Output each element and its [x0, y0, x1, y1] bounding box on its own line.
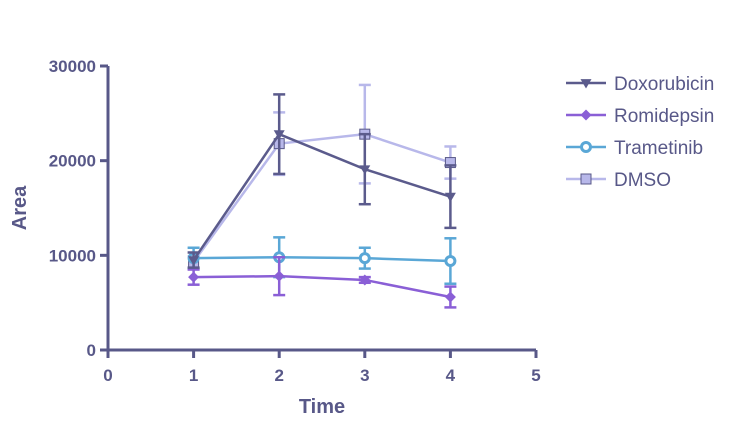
x-tick-label: 2: [274, 366, 283, 385]
data-point: [273, 270, 285, 282]
data-point: [273, 130, 285, 140]
axes: 0 1 2 3 4 5 0 10000 20000 30000: [49, 57, 541, 385]
legend-marker: [580, 79, 592, 89]
y-tick-label: 30000: [49, 57, 96, 76]
legend-marker: [580, 141, 592, 153]
x-tick-label: 1: [189, 366, 198, 385]
series-line: [193, 274, 451, 299]
x-tick-label: 3: [360, 366, 369, 385]
series-dmso: [187, 83, 457, 269]
legend-item: DMSO: [566, 170, 671, 191]
legend-label: Doxorubicin: [614, 74, 714, 95]
x-tick-label: 5: [531, 366, 540, 385]
y-tick-label: 20000: [49, 152, 96, 171]
data-point: [359, 274, 371, 286]
y-axis-title: Area: [9, 185, 31, 230]
series-line: [192, 132, 451, 263]
series-romidepsin: [187, 255, 457, 309]
series-line: [192, 132, 451, 261]
legend: Doxorubicin Romidepsin Trametinib DMSO: [566, 74, 714, 191]
legend-label: Trametinib: [614, 138, 703, 159]
legend-marker: [580, 109, 592, 121]
data-point: [444, 291, 456, 303]
legend-item: Doxorubicin: [566, 74, 714, 95]
y-tick-label: 10000: [49, 246, 96, 265]
legend-item: Trametinib: [566, 138, 703, 159]
legend-label: Romidepsin: [614, 106, 714, 127]
x-axis-title: Time: [299, 396, 345, 418]
x-tick-label: 0: [103, 366, 112, 385]
legend-label: DMSO: [614, 170, 671, 191]
legend-item: Romidepsin: [566, 106, 714, 127]
data-point: [359, 165, 371, 175]
y-tick-label: 0: [87, 341, 96, 360]
series-line: [193, 255, 451, 263]
data-point: [444, 192, 456, 203]
legend-marker: [580, 173, 592, 185]
series-layer: [187, 83, 457, 309]
data-point: [188, 256, 200, 266]
series-doxorubicin: [187, 93, 457, 269]
data-point: [444, 255, 457, 268]
x-tick-label: 4: [446, 366, 456, 385]
data-point: [358, 252, 371, 265]
data-point: [188, 271, 200, 283]
